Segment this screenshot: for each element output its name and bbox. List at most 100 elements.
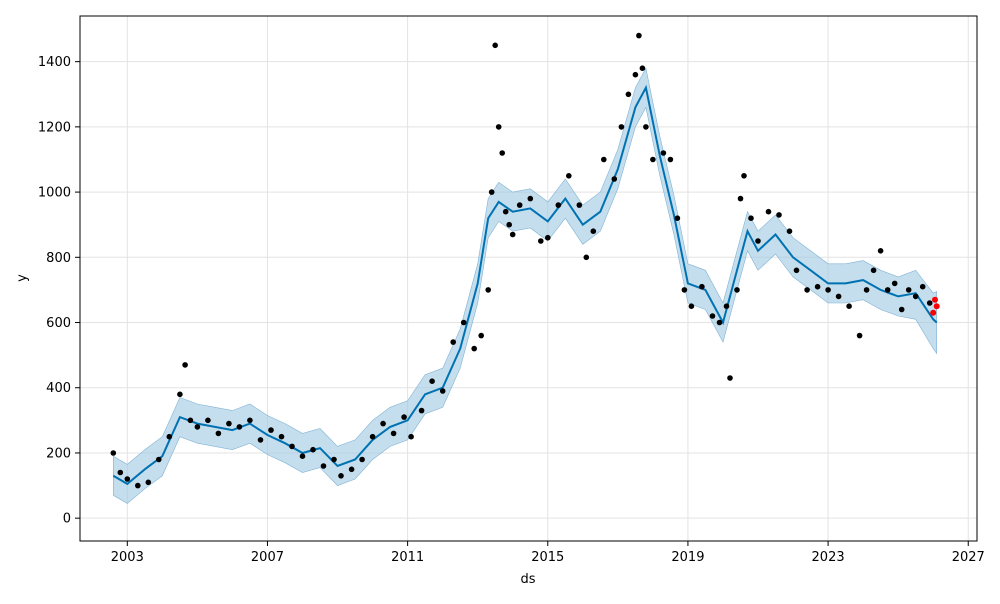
observed-point <box>898 306 905 313</box>
observed-point <box>884 287 891 293</box>
observed-point <box>527 195 534 202</box>
observed-point <box>926 300 933 306</box>
y-tick-label: 400 <box>46 381 71 396</box>
observed-point <box>618 124 625 130</box>
observed-point <box>278 433 285 440</box>
observed-point <box>545 234 551 241</box>
observed-point <box>177 391 183 398</box>
observed-point <box>566 173 572 179</box>
y-axis-label: y <box>15 274 30 282</box>
observed-point <box>688 303 695 310</box>
observed-point <box>418 407 425 414</box>
observed-point <box>786 228 793 234</box>
x-tick-label: 2023 <box>812 550 845 565</box>
observed-point <box>699 283 705 290</box>
y-tick-label: 200 <box>46 446 71 461</box>
observed-point <box>919 283 926 290</box>
x-tick-label: 2019 <box>671 550 704 565</box>
forecast-line <box>112 84 938 486</box>
observed-point <box>310 446 316 453</box>
observed-point <box>348 466 355 473</box>
x-tick-label: 2015 <box>531 550 564 565</box>
observed-point <box>289 443 295 450</box>
observed-point <box>401 414 407 420</box>
observed-point <box>625 91 632 98</box>
x-tick-label: 2011 <box>391 550 424 565</box>
y-tick-label: 0 <box>63 512 71 527</box>
observed-point <box>257 437 264 443</box>
x-tick-label: 2007 <box>251 550 284 565</box>
observed-point <box>639 65 646 71</box>
plot-frame <box>79 15 978 542</box>
observed-point <box>636 32 642 39</box>
observed-point <box>734 287 740 293</box>
observed-point <box>741 173 747 179</box>
observed-point <box>299 453 306 460</box>
observed-point <box>870 267 877 274</box>
observed-point <box>755 238 761 244</box>
observed-point <box>737 195 744 202</box>
observed-point <box>182 362 188 368</box>
observed-point <box>187 417 194 424</box>
observed-point <box>268 427 274 433</box>
observed-point <box>912 293 919 300</box>
observed-point <box>331 456 337 463</box>
y-tick-label: 800 <box>46 251 71 266</box>
observed-point <box>891 280 898 287</box>
observed-point <box>716 319 723 326</box>
observed-point <box>538 238 544 244</box>
observed-point <box>835 293 842 300</box>
observed-point <box>359 456 365 463</box>
observed-point <box>748 215 754 221</box>
y-tick-label: 600 <box>46 316 71 331</box>
observed-point <box>439 388 446 394</box>
observed-point <box>110 450 117 456</box>
observed-point <box>776 212 782 218</box>
observed-point <box>723 303 730 310</box>
observed-point <box>709 313 716 319</box>
observed-point <box>247 417 253 424</box>
observed-point <box>429 378 435 385</box>
observed-point <box>390 430 397 437</box>
observed-point <box>814 283 821 290</box>
observed-point <box>338 473 344 479</box>
observed-point <box>643 124 649 130</box>
observed-point <box>590 228 597 234</box>
x-tick-label: 2003 <box>111 550 144 565</box>
observed-point <box>509 231 516 238</box>
observed-point <box>825 287 831 293</box>
observed-point <box>601 156 607 163</box>
observed-point <box>124 476 131 482</box>
observed-point <box>555 202 562 208</box>
observed-point <box>194 424 201 430</box>
observed-point <box>674 215 681 221</box>
observed-point <box>611 176 618 182</box>
uncertainty-band <box>113 67 937 504</box>
observed-point <box>495 124 502 130</box>
observed-point <box>156 456 162 463</box>
observed-point <box>135 482 141 489</box>
observed-point <box>236 424 243 430</box>
observed-point <box>488 189 495 195</box>
observed-point <box>226 420 232 427</box>
observed-point <box>660 150 667 156</box>
observed-point <box>485 287 492 293</box>
observed-point <box>863 287 870 293</box>
observed-point <box>905 287 912 293</box>
observed-point <box>380 420 386 427</box>
y-tick-label: 1400 <box>38 55 71 70</box>
observed-point <box>846 303 852 310</box>
observed-point <box>166 433 173 440</box>
observed-point <box>583 254 590 261</box>
observed-point <box>516 202 523 208</box>
observed-point <box>765 208 772 215</box>
recent-point <box>930 309 937 316</box>
observed-point <box>576 202 583 208</box>
observed-point <box>856 332 863 339</box>
observed-point <box>478 332 485 339</box>
y-tick-label: 1200 <box>38 120 71 135</box>
observed-point <box>877 248 884 254</box>
observed-point <box>369 433 376 440</box>
